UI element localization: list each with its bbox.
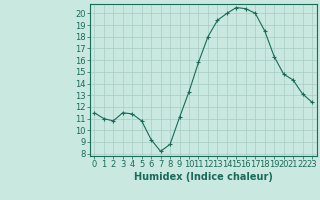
X-axis label: Humidex (Indice chaleur): Humidex (Indice chaleur) (134, 172, 273, 182)
